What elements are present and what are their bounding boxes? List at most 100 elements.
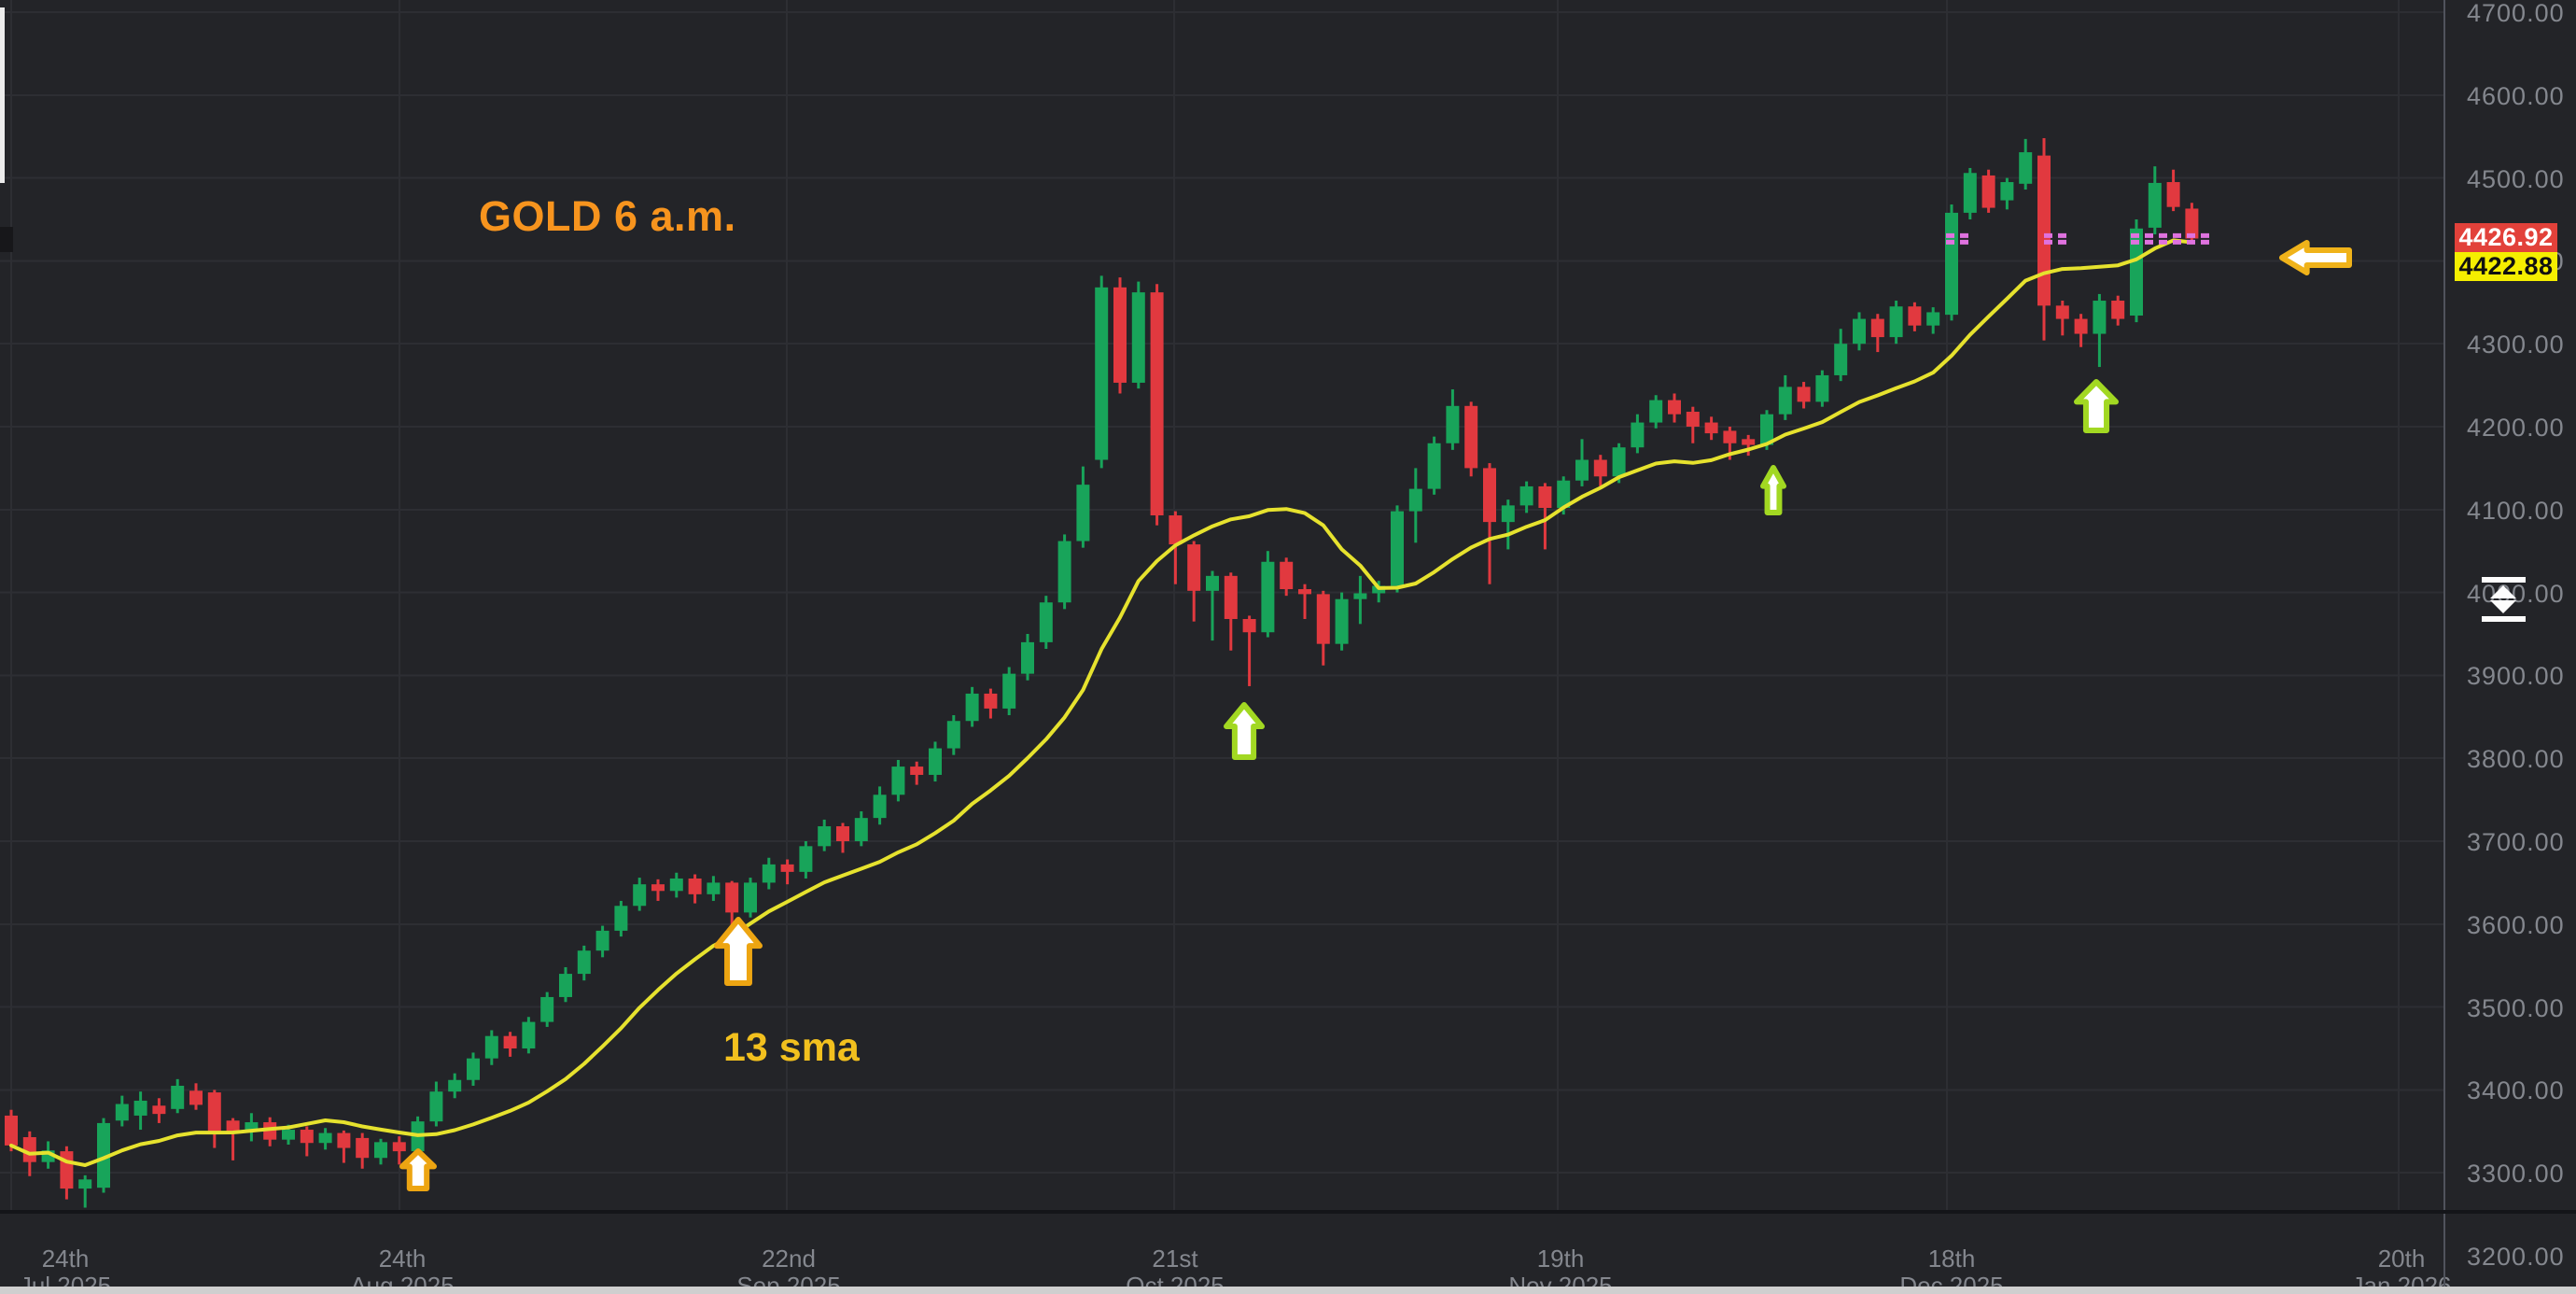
last-price-tag: 4426.92 — [2455, 223, 2557, 252]
candle-body — [854, 818, 868, 841]
price-axis-label: 4700.00 — [2467, 0, 2565, 27]
left-arrow-price-annotation[interactable] — [2279, 240, 2352, 275]
left-arrow-icon — [2279, 240, 2352, 275]
candle-body — [2074, 318, 2088, 334]
candle-body — [1815, 374, 1829, 402]
price-axis-label: 4600.00 — [2467, 81, 2565, 110]
candle-body — [744, 882, 757, 913]
candle-body — [60, 1151, 74, 1189]
sma-line — [9, 238, 2194, 1167]
candle-body — [22, 1137, 36, 1162]
left-scrollbar-sliver[interactable] — [0, 7, 5, 183]
candle-body — [1261, 561, 1275, 633]
candle-wick — [231, 1118, 235, 1160]
price-axis-label: 4100.00 — [2467, 496, 2565, 525]
price-axis-label: 3200.00 — [2467, 1243, 2565, 1271]
candle-body — [300, 1130, 314, 1144]
chart-title-annotation[interactable]: GOLD 6 a.m. — [479, 192, 736, 240]
scale-icon-bottom-bar — [2481, 616, 2526, 622]
candle-body — [1113, 287, 1127, 383]
price-axis-label: 3300.00 — [2467, 1160, 2565, 1189]
candle-body — [1483, 468, 1496, 523]
candle-body — [1926, 312, 1940, 326]
candle-body — [946, 721, 960, 749]
up-arrow-icon — [2074, 379, 2119, 433]
price-axis-label: 4200.00 — [2467, 414, 2565, 442]
up-arrow-dec-low-annotation[interactable] — [2074, 379, 2119, 433]
candle-body — [1039, 602, 1053, 642]
candle-body — [503, 1035, 517, 1048]
up-arrow-icon — [399, 1148, 437, 1191]
candle-body — [1224, 575, 1238, 620]
candle-body — [1889, 306, 1903, 338]
candle-body — [467, 1058, 480, 1080]
candle-body — [540, 996, 554, 1022]
price-scale-auto-icon[interactable] — [2481, 577, 2526, 622]
up-arrow-aug-dip-annotation[interactable] — [399, 1148, 437, 1191]
candle-body — [318, 1132, 332, 1144]
candle-body — [707, 882, 721, 894]
candle-body — [1870, 318, 1884, 338]
candle-body — [1021, 641, 1034, 674]
time-axis-border — [0, 1210, 2576, 1214]
candle-body — [984, 693, 998, 709]
sma-value-tag: 4422.88 — [2455, 252, 2557, 281]
candle-body — [965, 693, 979, 722]
candle-body — [484, 1035, 498, 1059]
candle-body — [1242, 619, 1256, 633]
candle-body — [559, 974, 572, 997]
candle-body — [152, 1105, 166, 1115]
price-axis-label: 3600.00 — [2467, 910, 2565, 939]
candle-body — [891, 767, 905, 795]
candle-body — [1353, 593, 1367, 599]
candle-body — [2037, 155, 2051, 306]
candle-body — [207, 1092, 221, 1132]
candle-body — [1704, 422, 1718, 434]
candle-body — [1575, 459, 1589, 481]
candle-wick — [1248, 615, 1252, 686]
candle-body — [189, 1090, 203, 1105]
candle-body — [1501, 505, 1515, 523]
candle-body — [1408, 488, 1422, 512]
candle-wick — [1488, 463, 1491, 584]
candle-body — [1668, 400, 1681, 415]
candle-body — [1945, 212, 1958, 316]
candle-body — [2093, 301, 2107, 334]
candle-body — [725, 882, 739, 913]
up-arrow-oct-low-annotation[interactable] — [1224, 702, 1265, 760]
candle-body — [669, 878, 683, 892]
candle-body — [1187, 544, 1201, 591]
candle-body — [97, 1122, 110, 1189]
up-arrow-icon — [1760, 465, 1786, 515]
candle-body — [1538, 485, 1552, 509]
candle-body — [1612, 447, 1626, 477]
candle-body — [577, 950, 591, 975]
candle-body — [1280, 561, 1294, 590]
price-axis-label: 3400.00 — [2467, 1076, 2565, 1105]
candle-body — [1464, 405, 1478, 469]
candle-body — [614, 906, 628, 931]
candle-body — [2019, 152, 2033, 184]
sma-label-annotation[interactable]: 13 sma — [723, 1025, 860, 1070]
up-arrow-dec-dip-annotation[interactable] — [1760, 465, 1786, 515]
candle-body — [1131, 292, 1145, 383]
candle-body — [5, 1115, 18, 1146]
candle-body — [1519, 485, 1533, 506]
candle-body — [633, 884, 647, 907]
candle-body — [133, 1100, 147, 1116]
candle-body — [1076, 485, 1090, 542]
price-axis-label: 3900.00 — [2467, 662, 2565, 691]
candle-body — [780, 864, 794, 872]
price-axis-border — [2443, 0, 2445, 1294]
candle-wick — [1303, 584, 1307, 620]
candle-body — [356, 1137, 370, 1159]
candle-wick — [1746, 434, 1750, 457]
candle-body — [688, 878, 702, 894]
up-arrow-icon — [1224, 702, 1265, 760]
candle-body — [1797, 387, 1811, 402]
up-arrow-sep-dip-annotation[interactable] — [714, 917, 763, 986]
horizontal-scrollbar[interactable] — [0, 1287, 2576, 1294]
candle-body — [1908, 306, 1922, 326]
